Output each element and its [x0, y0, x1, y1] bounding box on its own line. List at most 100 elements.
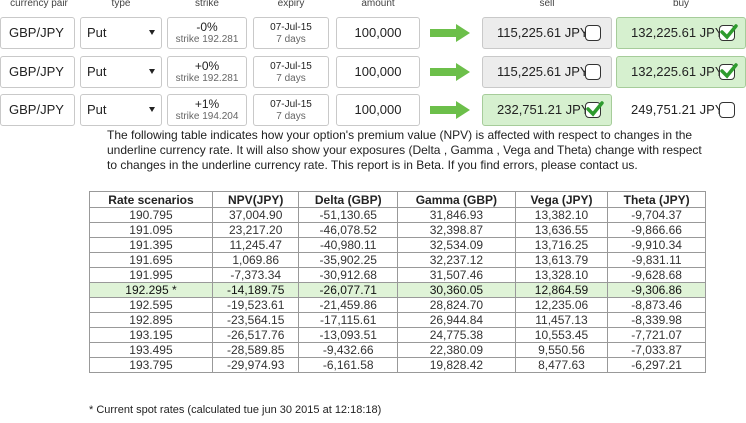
rate-scenario-cell: 190.795	[89, 207, 213, 223]
strike-percent: -0%	[196, 20, 218, 34]
npv-cell: 1,069.86	[211, 252, 300, 268]
gamma-cell: 28,824.70	[397, 297, 516, 313]
rate-scenario-cell: 193.795	[89, 357, 213, 373]
header-currency-pair: currency pair	[10, 0, 68, 9]
buy-price: 249,751.21 JPY	[631, 102, 724, 117]
amount-field[interactable]: 100,000	[336, 56, 420, 88]
col-delta: Delta (GBP)	[298, 191, 399, 208]
amount-field[interactable]: 100,000	[336, 17, 420, 49]
table-row: 192.595 -19,523.61 -21,459.86 28,824.70 12,2…	[89, 297, 706, 313]
arrow-right-icon	[430, 24, 470, 42]
theta-cell: -7,721.07	[607, 327, 706, 343]
sell-checkbox[interactable]	[585, 101, 604, 118]
header-expiry: expiry	[277, 0, 305, 9]
strike-field[interactable]: -0% strike 192.281	[167, 17, 247, 49]
vega-cell: 8,477.63	[514, 357, 609, 373]
vega-cell: 12,235.06	[514, 297, 609, 313]
sell-price-box[interactable]: 232,751.21 JPY	[482, 94, 612, 126]
sell-checkbox[interactable]	[585, 25, 601, 41]
strike-value: strike 192.281	[175, 73, 239, 84]
delta-cell: -30,912.68	[298, 267, 399, 283]
table-row: 190.795 37,004.90 -51,130.65 31,846.93 13,38…	[89, 207, 706, 223]
expiry-field[interactable]: 07-Jul-15 7 days	[253, 94, 329, 126]
buy-checkbox[interactable]	[719, 24, 738, 41]
strike-field[interactable]: +1% strike 194.204	[167, 94, 247, 126]
sell-price: 232,751.21 JPY	[497, 102, 590, 117]
npv-cell: -28,589.85	[211, 342, 300, 358]
buy-price: 132,225.61 JPY	[631, 64, 724, 79]
option-type-select[interactable]: Put	[80, 94, 162, 126]
strike-field[interactable]: +0% strike 192.281	[167, 56, 247, 88]
currency-pair-field[interactable]: GBP/JPY	[0, 94, 75, 126]
vega-cell: 9,550.56	[514, 342, 609, 358]
theta-cell: -9,831.11	[607, 252, 706, 268]
sell-checkbox[interactable]	[585, 64, 601, 80]
spot-rate-footnote: * Current spot rates (calculated tue jun…	[89, 404, 382, 416]
header-amount: amount	[361, 0, 395, 9]
rate-scenario-cell: 193.495	[89, 342, 213, 358]
theta-cell: -9,628.68	[607, 267, 706, 283]
buy-price-box[interactable]: 249,751.21 JPY	[616, 94, 746, 126]
expiry-date: 07-Jul-15	[270, 22, 312, 33]
strike-value: strike 194.204	[175, 111, 239, 122]
arrow-right-icon	[430, 101, 470, 119]
option-type-select[interactable]: Put	[80, 56, 162, 88]
option-row: GBP/JPY Put +1% strike 194.204 07-Jul-15…	[0, 94, 746, 126]
theta-cell: -6,297.21	[607, 357, 706, 373]
currency-pair-field[interactable]: GBP/JPY	[0, 17, 75, 49]
checkmark-icon	[720, 24, 738, 40]
gamma-cell: 22,380.09	[397, 342, 516, 358]
amount-field[interactable]: 100,000	[336, 94, 420, 126]
arrow-right-icon	[430, 63, 470, 81]
vega-cell: 13,636.55	[514, 222, 609, 238]
sell-price-box[interactable]: 115,225.61 JPY	[482, 17, 612, 49]
vega-cell: 11,457.13	[514, 312, 609, 328]
vega-cell: 13,382.10	[514, 207, 609, 223]
table-row: 191.395 11,245.47 -40,980.11 32,534.09 13,71…	[89, 237, 706, 253]
rate-scenario-cell: 191.395	[89, 237, 213, 253]
expiry-days: 7 days	[276, 111, 306, 122]
theta-cell: -9,306.86	[607, 282, 706, 298]
option-type-value: Put	[87, 102, 107, 117]
delta-cell: -6,161.58	[298, 357, 399, 373]
currency-pair-field[interactable]: GBP/JPY	[0, 56, 75, 88]
strike-percent: +1%	[194, 97, 220, 111]
sell-price-box[interactable]: 115,225.61 JPY	[482, 56, 612, 88]
expiry-date: 07-Jul-15	[270, 61, 312, 72]
delta-cell: -35,902.25	[298, 252, 399, 268]
option-type-select[interactable]: Put	[80, 17, 162, 49]
strike-value: strike 192.281	[175, 34, 239, 45]
table-row: 192.895 -23,564.15 -17,115.61 26,944.84 11,4…	[89, 312, 706, 328]
rate-scenario-cell: 193.195	[89, 327, 213, 343]
theta-cell: -9,866.66	[607, 222, 706, 238]
gamma-cell: 31,507.46	[397, 267, 516, 283]
buy-price-box[interactable]: 132,225.61 JPY	[616, 17, 746, 49]
expiry-days: 7 days	[276, 73, 306, 84]
buy-price-box[interactable]: 132,225.61 JPY	[616, 56, 746, 88]
expiry-field[interactable]: 07-Jul-15 7 days	[253, 56, 329, 88]
buy-checkbox[interactable]	[719, 63, 738, 80]
table-header-row: Rate scenarios NPV(JPY) Delta (GBP) Gamm…	[89, 191, 706, 208]
expiry-days: 7 days	[276, 34, 306, 45]
delta-cell: -40,980.11	[298, 237, 399, 253]
gamma-cell: 24,775.38	[397, 327, 516, 343]
buy-checkbox[interactable]	[719, 102, 735, 118]
table-row: 191.995 -7,373.34 -30,912.68 31,507.46 13,32…	[89, 267, 706, 283]
checkmark-icon	[586, 101, 604, 117]
option-type-value: Put	[87, 64, 107, 79]
dropdown-caret-icon	[149, 69, 155, 74]
delta-cell: -17,115.61	[298, 312, 399, 328]
option-row: GBP/JPY Put +0% strike 192.281 07-Jul-15…	[0, 56, 746, 88]
header-strike: strike	[195, 0, 219, 9]
delta-cell: -51,130.65	[298, 207, 399, 223]
header-sell: sell	[539, 0, 555, 9]
rate-scenario-cell: 192.895	[89, 312, 213, 328]
vega-cell: 13,613.79	[514, 252, 609, 268]
rate-scenarios-table: Rate scenarios NPV(JPY) Delta (GBP) Gamm…	[89, 191, 706, 373]
vega-cell: 10,553.45	[514, 327, 609, 343]
gamma-cell: 19,828.42	[397, 357, 516, 373]
delta-cell: -21,459.86	[298, 297, 399, 313]
expiry-field[interactable]: 07-Jul-15 7 days	[253, 17, 329, 49]
delta-cell: -9,432.66	[298, 342, 399, 358]
gamma-cell: 32,398.87	[397, 222, 516, 238]
